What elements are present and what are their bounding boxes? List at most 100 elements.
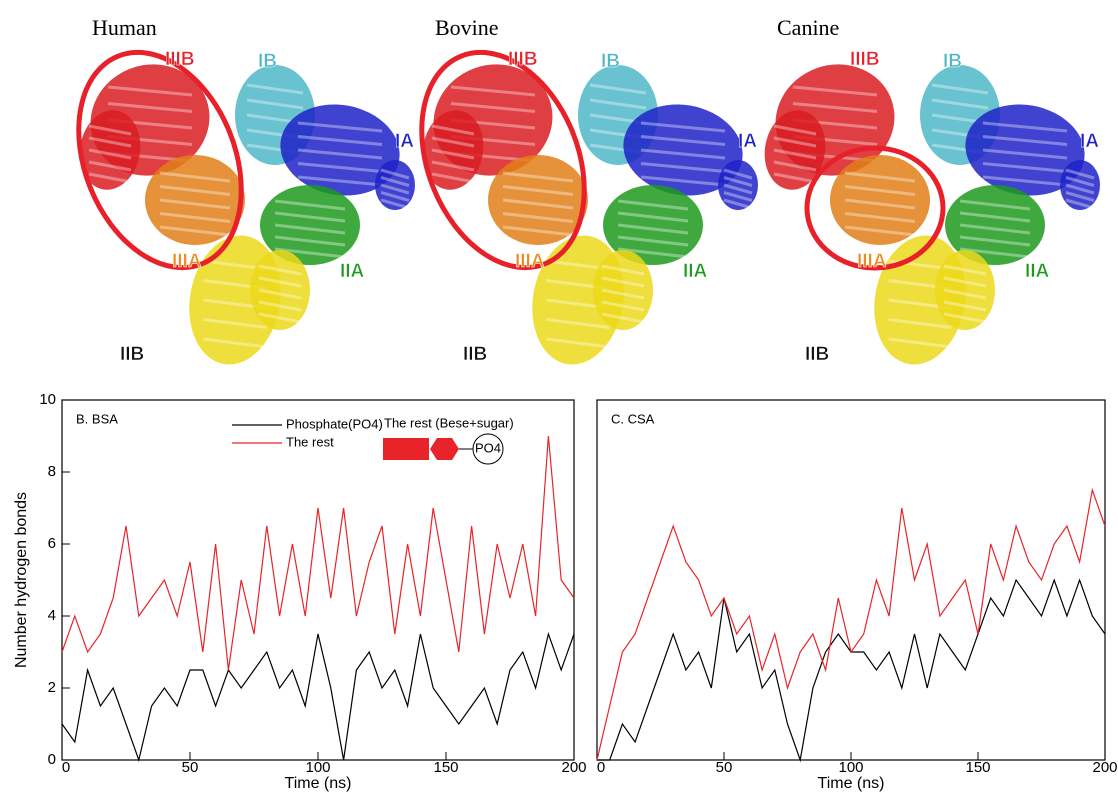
helix-stripe — [617, 223, 689, 235]
helix-stripe — [959, 223, 1031, 235]
inset-phosphate — [472, 433, 504, 465]
domain-label: IIIA — [857, 251, 887, 272]
helix-stripe — [601, 264, 645, 276]
x-tick-label: 150 — [433, 759, 458, 776]
y-tick-label: 6 — [48, 535, 56, 552]
domain-label: IIA — [340, 261, 365, 282]
helix-stripe — [159, 171, 231, 183]
highlight-ring — [76, 49, 244, 271]
domain-label: IIB — [805, 344, 829, 365]
helix-stripe — [88, 148, 132, 160]
domain-shape — [718, 160, 758, 210]
helix-stripe — [258, 264, 302, 276]
plot-frame — [596, 399, 1106, 761]
domain-label: IA — [1080, 131, 1099, 152]
helix-stripe — [258, 288, 302, 300]
helix-stripe — [246, 83, 304, 95]
helix-stripe — [274, 247, 346, 259]
domain-label: IA — [738, 131, 757, 152]
helix-stripe — [844, 212, 916, 223]
helix-stripe — [546, 337, 610, 349]
domain-shape — [603, 185, 703, 265]
helix-stripe — [589, 83, 647, 95]
helix-stripe — [943, 264, 987, 276]
helix-stripe — [380, 183, 410, 195]
x-tick-label: 0 — [62, 759, 70, 776]
helix-stripe — [380, 191, 410, 202]
helix-stripe — [773, 172, 817, 184]
panel-title: B. BSA — [76, 411, 118, 426]
structure-panel: Bovine IIIB IB IA IIA IIIA IIB — [419, 15, 758, 365]
domain-shape — [935, 250, 995, 330]
helix-stripe — [297, 121, 383, 133]
helix-stripe — [844, 185, 916, 196]
helix-stripe — [773, 148, 817, 160]
x-tick-label: 50 — [182, 759, 199, 776]
helix-stripe — [773, 124, 817, 136]
helix-stripe — [723, 191, 753, 202]
legend-label: The rest — [286, 434, 334, 449]
domain-label: IIIB — [165, 49, 195, 70]
series-line — [61, 631, 575, 763]
helix-stripe — [931, 83, 989, 95]
domain-shape — [280, 104, 400, 196]
helix-stripe — [617, 211, 689, 223]
helix-stripe — [589, 98, 647, 110]
domain-shape — [945, 185, 1045, 265]
helix-stripe — [431, 124, 475, 136]
helix-stripe — [297, 148, 383, 160]
helix-stripe — [723, 168, 753, 180]
helix-stripe — [617, 235, 689, 247]
domain-shape — [830, 155, 930, 245]
helix-stripe — [640, 162, 726, 173]
helix-stripe — [107, 102, 193, 113]
helix-stripe — [982, 162, 1068, 173]
inset-base — [383, 438, 429, 460]
helix-stripe — [617, 247, 689, 259]
domain-label: IIIA — [172, 251, 202, 272]
helix-stripe — [450, 102, 536, 113]
inset-label: The rest (Bese+sugar) — [384, 415, 514, 430]
helix-stripe — [943, 276, 987, 288]
helix-stripe — [792, 85, 878, 97]
domain-shape — [422, 110, 484, 190]
helix-stripe — [1065, 183, 1095, 195]
helix-stripe — [107, 85, 193, 97]
structure-panel: Canine IIIB IB IA IIA IIIA IIB — [764, 15, 1100, 365]
domain-shape — [488, 155, 588, 245]
helix-stripe — [601, 300, 645, 312]
y-tick-label: 4 — [48, 607, 56, 624]
helix-stripe — [159, 198, 231, 210]
highlight-ring — [804, 145, 946, 271]
helix-stripe — [502, 212, 574, 223]
domain-label: IB — [943, 51, 962, 72]
helix-stripe — [431, 172, 475, 184]
helix-stripe — [1065, 198, 1095, 210]
domain-label: IIA — [1025, 261, 1050, 282]
helix-stripe — [723, 198, 753, 210]
species-label: Canine — [777, 15, 839, 40]
helix-stripe — [723, 183, 753, 195]
helix-stripe — [888, 318, 952, 329]
x-tick-label: 200 — [1092, 759, 1117, 776]
helix-stripe — [88, 136, 132, 148]
helix-stripe — [159, 185, 231, 196]
helix-stripe — [640, 135, 726, 146]
helix-stripe — [546, 318, 610, 329]
domain-shape — [623, 104, 743, 196]
helix-stripe — [159, 225, 231, 237]
domain-label: IIIB — [508, 49, 538, 70]
helix-stripe — [792, 102, 878, 113]
x-tick-label: 100 — [305, 759, 330, 776]
helix-stripe — [844, 171, 916, 183]
helix-stripe — [640, 175, 726, 187]
helix-stripe — [274, 199, 346, 211]
helix-stripe — [1065, 191, 1095, 202]
domain-shape — [79, 110, 141, 190]
x-axis-label: Time (ns) — [285, 775, 352, 792]
helix-stripe — [601, 276, 645, 288]
domain-label: IIB — [120, 344, 144, 365]
structure-panel: Human IIIB IB IA IIA IIIA IIB — [76, 15, 415, 365]
domain-label: IIIB — [850, 49, 880, 70]
